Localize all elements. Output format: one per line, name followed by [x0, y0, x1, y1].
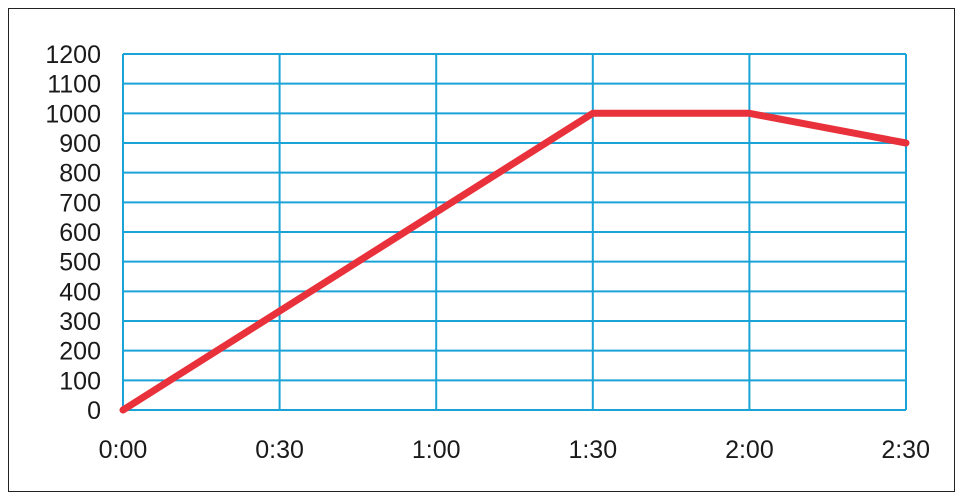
x-axis-tick-labels: 0:00 0:30 1:00 1:30 2:00 2:30 [99, 436, 930, 464]
y-tick-label: 800 [59, 160, 101, 188]
y-tick-label: 500 [59, 249, 101, 277]
y-tick-label: 200 [59, 338, 101, 366]
y-tick-label: 400 [59, 278, 101, 306]
x-tick-label: 1:00 [412, 436, 461, 464]
y-tick-label: 1200 [45, 41, 101, 69]
x-tick-label: 2:00 [725, 436, 774, 464]
x-tick-label: 1:30 [568, 436, 617, 464]
y-tick-label: 300 [59, 308, 101, 336]
grid [122, 53, 907, 411]
y-tick-label: 0 [87, 397, 101, 425]
y-tick-label: 600 [59, 219, 101, 247]
x-tick-label: 0:30 [255, 436, 304, 464]
x-tick-label: 0:00 [99, 436, 148, 464]
series-layer [119, 109, 910, 414]
y-tick-label: 900 [59, 130, 101, 158]
y-tick-label: 1100 [47, 71, 101, 99]
x-tick-label: 2:30 [881, 436, 930, 464]
series-line [119, 109, 910, 414]
y-tick-label: 100 [59, 367, 101, 395]
y-tick-label: 700 [59, 189, 101, 217]
y-tick-label: 1000 [45, 100, 101, 128]
chart-frame [8, 8, 955, 492]
